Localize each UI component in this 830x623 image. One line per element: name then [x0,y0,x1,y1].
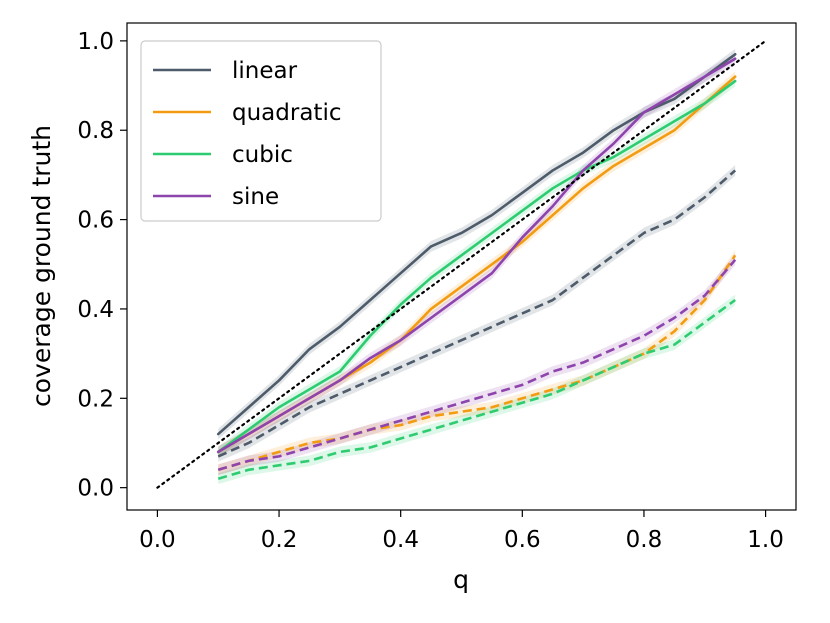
y-tick-label: 1.0 [77,29,114,55]
y-tick-label: 0.8 [77,118,114,144]
x-tick-label: 0.6 [504,527,541,553]
sine-dashed-line [217,258,737,472]
y-axis-label: coverage ground truth [27,125,56,407]
y-tick-label: 0.4 [77,297,114,323]
legend-label-linear: linear [232,58,298,84]
x-tick-label: 0.0 [139,527,176,553]
y-tick-label: 0.0 [77,476,114,502]
plot-frame [126,22,797,511]
legend: linear quadratic cubic sine [140,40,382,222]
sine-line [216,57,737,454]
x-tick-label: 1.0 [747,527,784,553]
reference-line-layer [156,39,767,489]
y-tick-label: 0.6 [77,208,114,234]
legend-label-sine: sine [232,184,279,210]
x-tick-label: 0.2 [261,527,298,553]
y-tick-label: 0.2 [77,386,114,412]
cubic-dashed-line [217,298,736,480]
legend-label-quadratic: quadratic [232,100,341,126]
cubic-line [216,79,737,454]
legend-box [140,40,382,222]
quadratic-dashed-line [217,254,737,472]
x-axis-label: q [453,565,469,594]
linear-dashed-line [217,169,737,458]
x-axis-ticks: 0.0 0.2 0.4 0.6 0.8 1.0 [139,510,784,553]
cubic-dashed-band [218,294,736,485]
sine-dashed-band [218,254,736,476]
quadratic-band [218,71,736,458]
legend-label-cubic: cubic [232,142,293,168]
x-tick-label: 0.8 [626,527,663,553]
quadratic-dashed-band [218,249,736,476]
series-lines [216,52,737,480]
sine-band [218,53,736,458]
y-axis-ticks: 0.0 0.2 0.4 0.6 0.8 1.0 [77,29,127,502]
linear-dashed-band [218,165,736,462]
identity-reference-line [156,39,767,489]
x-tick-label: 0.4 [382,527,419,553]
